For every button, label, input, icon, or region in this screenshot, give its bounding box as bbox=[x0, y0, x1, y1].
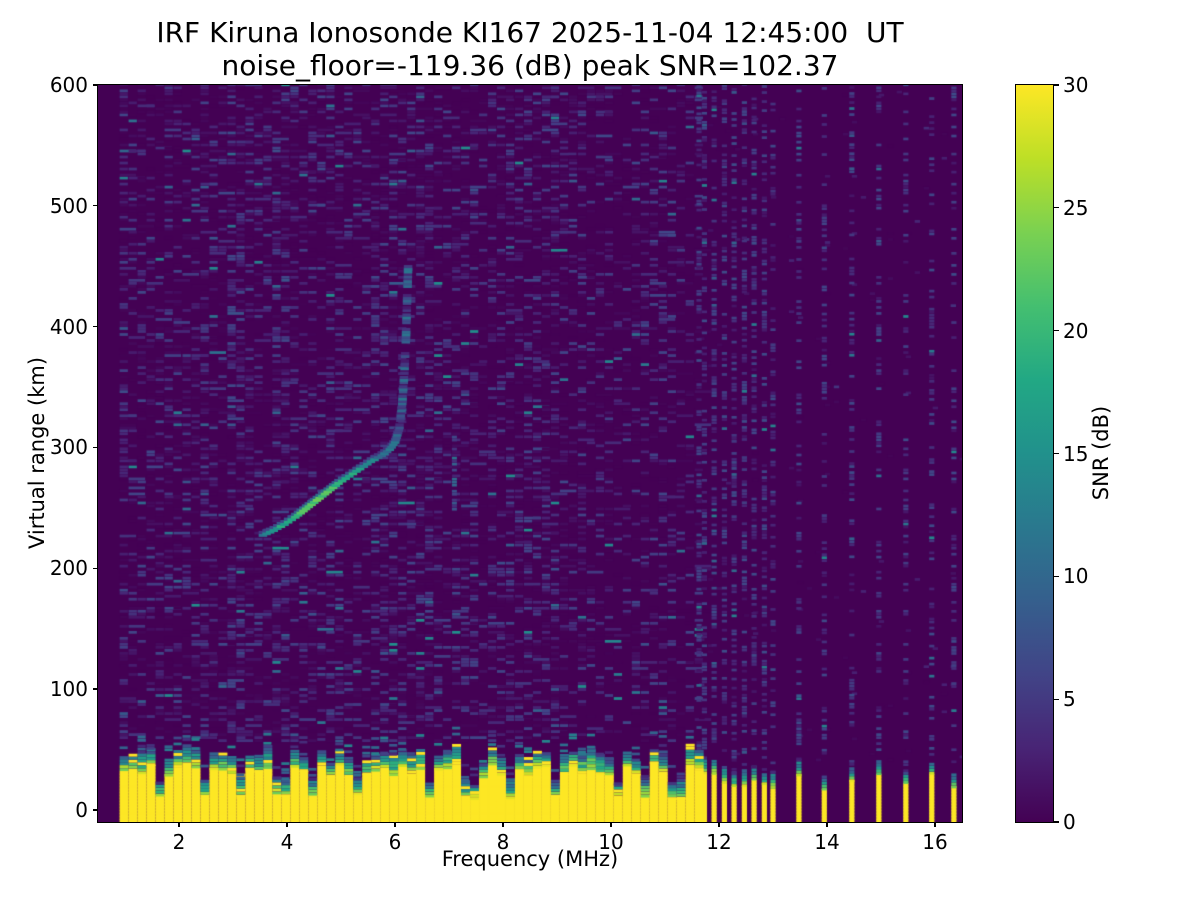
y-tick-label: 600 bbox=[49, 73, 88, 97]
x-tick-label: 6 bbox=[388, 830, 402, 854]
chart-title-line1: IRF Kiruna Ionosonde KI167 2025-11-04 12… bbox=[156, 16, 904, 49]
colorbar-tick bbox=[1053, 575, 1059, 577]
x-tick bbox=[502, 822, 504, 827]
colorbar-tick bbox=[1053, 84, 1059, 86]
x-tick bbox=[934, 822, 936, 827]
x-tick bbox=[610, 822, 612, 827]
x-tick-label: 8 bbox=[496, 830, 510, 854]
y-tick-label: 200 bbox=[49, 556, 88, 581]
x-tick-label: 16 bbox=[922, 830, 948, 854]
x-tick bbox=[718, 822, 720, 827]
chart-title-line2: noise_floor=-119.36 (dB) peak SNR=102.37 bbox=[221, 49, 839, 82]
x-tick bbox=[286, 822, 288, 827]
colorbar-tick bbox=[1053, 330, 1059, 332]
plot-area bbox=[96, 83, 963, 823]
y-tick-label: 100 bbox=[49, 677, 88, 702]
x-tick-label: 2 bbox=[172, 830, 186, 854]
colorbar-tick-label: 25 bbox=[1063, 195, 1089, 220]
colorbar-tick bbox=[1053, 452, 1059, 455]
y-tick-label: 400 bbox=[49, 314, 88, 339]
colorbar-tick-label: 30 bbox=[1063, 73, 1089, 97]
colorbar-tick bbox=[1053, 207, 1059, 209]
colorbar-tick-label: 5 bbox=[1063, 687, 1076, 712]
x-tick bbox=[826, 822, 828, 827]
colorbar-tick-label: 15 bbox=[1063, 441, 1089, 466]
chart-title: IRF Kiruna Ionosonde KI167 2025-11-04 12… bbox=[98, 16, 962, 82]
y-tick bbox=[92, 446, 98, 449]
y-tick-label: 500 bbox=[49, 193, 88, 218]
ionogram-heatmap bbox=[97, 84, 962, 822]
x-tick-label: 10 bbox=[598, 830, 624, 854]
colorbar-gradient bbox=[1015, 84, 1053, 822]
colorbar-tick-label: 10 bbox=[1063, 564, 1089, 589]
y-tick-label: 300 bbox=[49, 435, 88, 460]
y-tick bbox=[92, 326, 98, 328]
colorbar-tick-label: 20 bbox=[1063, 318, 1089, 343]
colorbar-tick bbox=[1053, 698, 1059, 700]
y-tick bbox=[92, 205, 98, 207]
y-tick bbox=[92, 688, 98, 690]
colorbar bbox=[1014, 83, 1054, 823]
x-tick-label: 14 bbox=[814, 830, 840, 854]
y-tick bbox=[92, 567, 98, 569]
y-tick bbox=[92, 84, 98, 86]
colorbar-tick-label: 0 bbox=[1063, 810, 1076, 834]
y-tick-label: 0 bbox=[75, 797, 88, 822]
colorbar-tick bbox=[1053, 821, 1059, 823]
x-tick bbox=[178, 822, 180, 827]
x-tick-label: 4 bbox=[280, 830, 294, 854]
x-axis-label: Frequency (MHz) bbox=[441, 847, 619, 871]
y-tick bbox=[92, 809, 98, 811]
x-tick-label: 12 bbox=[706, 830, 732, 854]
x-tick bbox=[394, 822, 396, 827]
